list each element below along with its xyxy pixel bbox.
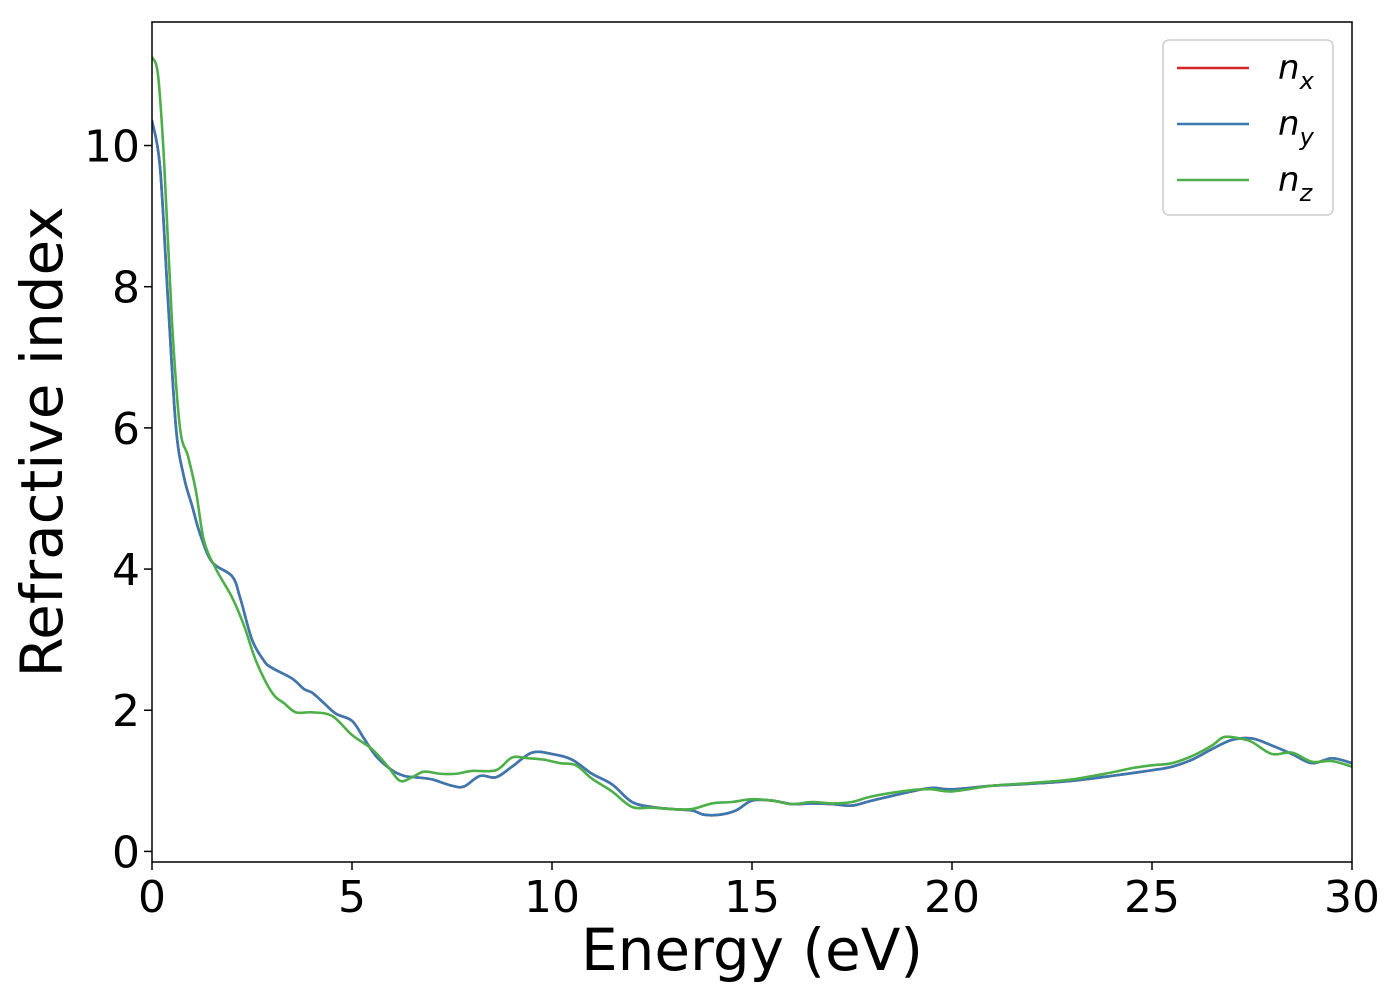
x-tick-label: 10 [524,872,580,923]
series-line-n-y [152,119,1352,817]
x-tick-label: 0 [138,872,166,923]
y-tick-label: 0 [112,827,140,878]
y-axis-label: Refractive index [8,206,76,677]
y-tick-label: 8 [112,263,140,314]
x-axis-label: Energy (eV) [581,916,923,984]
y-tick-label: 10 [84,122,140,173]
x-tick-label: 25 [1124,872,1180,923]
x-tick-label: 5 [338,872,366,923]
series-layer [152,55,1352,817]
y-tick-label: 4 [112,545,140,596]
y-tick-label: 2 [112,686,140,737]
x-tick-label: 20 [924,872,980,923]
ticks-layer: 0 5 10 15 20 25 30 0 2 4 6 8 10 [84,122,1380,923]
y-tick-label: 6 [112,404,140,455]
x-tick-label: 30 [1324,872,1380,923]
series-line-n-z [152,55,1352,811]
legend-box [1162,39,1334,216]
x-tick-label: 15 [724,872,780,923]
